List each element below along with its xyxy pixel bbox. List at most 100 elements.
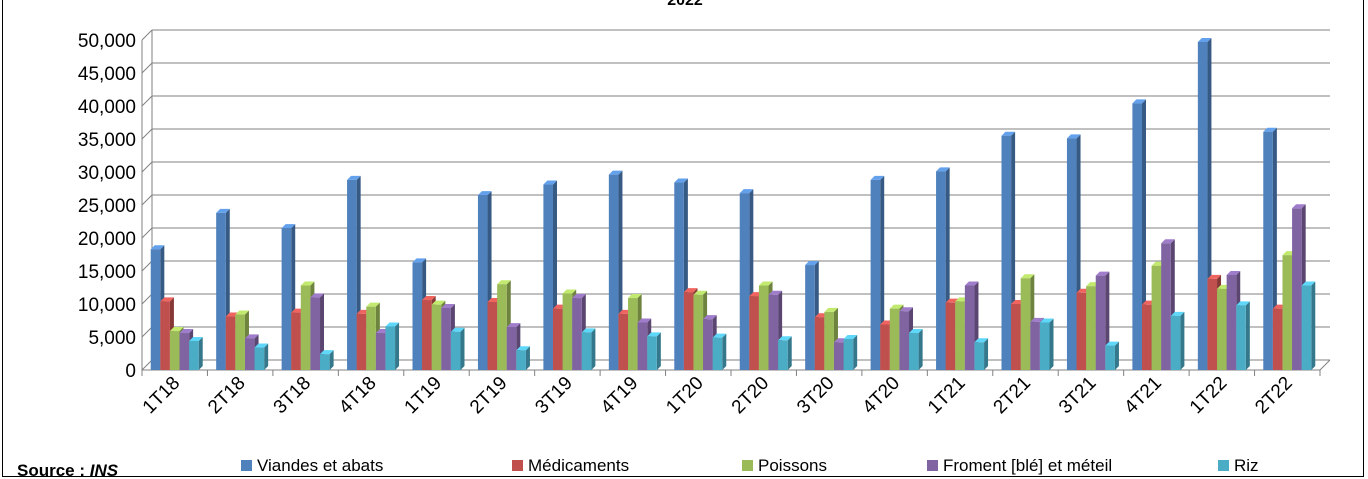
- source-note: Source : INS: [17, 461, 119, 479]
- bar-top: [169, 327, 184, 332]
- x-tick-label: 1T21: [924, 373, 969, 418]
- bar-top: [281, 224, 296, 229]
- bar-side: [1049, 318, 1054, 370]
- bar-top: [1170, 311, 1185, 316]
- bar-front: [356, 313, 367, 370]
- bar-front: [1132, 103, 1142, 371]
- legend: Viandes et abats Médicaments Poissons Frome…: [241, 456, 1259, 475]
- bar-front: [516, 350, 526, 370]
- bar-front: [889, 308, 900, 370]
- y-tick-label: 0: [125, 361, 136, 382]
- x-tick-label: 2T21: [990, 373, 1035, 418]
- bar-top: [543, 180, 557, 185]
- bar-front: [909, 333, 919, 370]
- x-tick-label: 1T19: [401, 373, 446, 418]
- bar-top: [1292, 204, 1306, 209]
- y-tick-label: 45,000: [78, 64, 136, 85]
- bar-front: [375, 333, 386, 370]
- bar-front: [543, 184, 553, 370]
- bar-top: [189, 336, 203, 341]
- bar-front: [674, 182, 684, 370]
- y-tick-label: 30,000: [78, 163, 136, 184]
- gridline-side: [141, 293, 153, 305]
- bar-front: [291, 312, 301, 370]
- bar-front: [824, 311, 834, 370]
- bar-side: [656, 332, 661, 370]
- bar-front: [450, 331, 461, 370]
- bar-top: [889, 304, 904, 309]
- bar-1T21-4: [974, 338, 989, 370]
- bar-front: [1066, 138, 1077, 370]
- bar-front: [618, 313, 629, 370]
- bar-front: [899, 311, 910, 370]
- bar-top: [1030, 317, 1044, 322]
- bar-side: [264, 343, 269, 370]
- bar-top: [160, 297, 174, 302]
- bar-front: [1292, 208, 1302, 370]
- bar-side: [198, 336, 203, 370]
- bar-front: [562, 293, 573, 370]
- bar-top: [1066, 134, 1081, 139]
- bar-front: [936, 171, 946, 370]
- bar-4T21-4: [1170, 311, 1185, 370]
- legend-item: Médicaments: [512, 456, 629, 475]
- source-name: INS: [90, 461, 119, 479]
- x-tick-label: 1T22: [1186, 373, 1231, 418]
- bar-front: [637, 322, 648, 370]
- bar-top: [347, 175, 361, 180]
- y-tick-label: 35,000: [78, 130, 136, 151]
- x-tick-label: 4T18: [335, 373, 380, 418]
- bar-top: [300, 281, 315, 286]
- bar-front: [778, 340, 788, 370]
- gridline-side: [141, 260, 153, 272]
- bar-top: [843, 334, 858, 339]
- x-tick-label: 2T18: [204, 373, 249, 418]
- bar-front: [814, 317, 825, 370]
- bar-side: [460, 327, 465, 370]
- bar-top: [637, 318, 652, 323]
- source-label: Source :: [17, 461, 90, 479]
- legend-item: Viandes et abats: [241, 456, 383, 475]
- bar-3T21-4: [1105, 341, 1119, 370]
- x-tick-label: 4T21: [1120, 373, 1165, 418]
- bar-top: [768, 290, 783, 295]
- bar-4T20-4: [909, 329, 923, 370]
- bar-front: [366, 306, 376, 370]
- bar-front: [244, 338, 255, 370]
- bar-1T18-4: [189, 336, 203, 370]
- bar-side: [787, 336, 792, 370]
- bar-front: [647, 336, 657, 370]
- legend-swatch: [1218, 460, 1229, 471]
- bar-front: [422, 300, 432, 370]
- bar-side: [984, 338, 989, 370]
- bar-front: [964, 285, 975, 370]
- bar-top: [674, 178, 688, 183]
- bar-top: [310, 293, 325, 298]
- bar-top: [412, 258, 427, 263]
- bar-top: [562, 289, 577, 294]
- bar-front: [758, 285, 769, 370]
- legend-label: Froment [blé] et méteil: [943, 456, 1112, 475]
- bar-front: [1030, 321, 1040, 370]
- bar-top: [385, 322, 400, 327]
- bar-front: [189, 340, 199, 370]
- bar-top: [320, 350, 334, 355]
- bar-front: [179, 333, 190, 370]
- bar-front: [749, 296, 759, 370]
- bar-front: [1207, 278, 1218, 370]
- bar-front: [739, 193, 750, 370]
- y-tick-label: 15,000: [78, 262, 136, 283]
- bar-front: [572, 298, 582, 370]
- bar-side: [320, 293, 325, 370]
- bar-front: [628, 298, 638, 370]
- legend-label: Poissons: [758, 456, 827, 475]
- bar-front: [497, 284, 507, 370]
- bar-front: [1076, 292, 1087, 370]
- legend-swatch: [512, 460, 523, 471]
- bar-top: [1301, 281, 1316, 286]
- bar-front: [843, 338, 854, 370]
- x-axis-ticks: 1T18 2T18 3T18 4T18 1T19 2T19 3T19 4T19 1T20 2T20…: [139, 373, 1297, 418]
- gridline-side: [141, 161, 153, 173]
- bar-front: [235, 314, 245, 370]
